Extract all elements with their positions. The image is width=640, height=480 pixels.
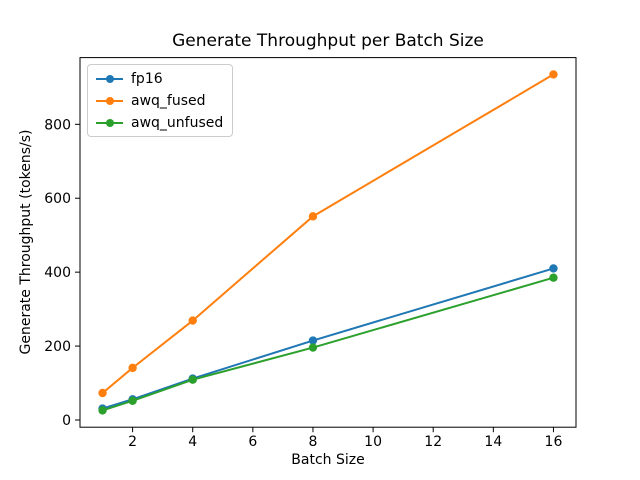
data-point-awq_fused bbox=[308, 212, 318, 221]
legend-item-awq_unfused: awq_unfused bbox=[96, 114, 223, 131]
legend-line-sample bbox=[96, 96, 123, 105]
x-tick-label: 2 bbox=[128, 434, 137, 450]
data-point-awq_fused bbox=[98, 388, 107, 398]
y-tick-label: 200 bbox=[44, 339, 71, 355]
legend-line-sample bbox=[96, 74, 123, 83]
data-point-awq_fused bbox=[128, 363, 137, 373]
x-tick-label: 8 bbox=[309, 434, 318, 450]
data-point-awq_unfused bbox=[128, 396, 137, 405]
data-point-awq_unfused bbox=[188, 375, 197, 384]
legend-label: awq_fused bbox=[131, 92, 206, 109]
data-point-awq_fused bbox=[188, 316, 197, 325]
x-axis-label: Batch Size bbox=[291, 452, 365, 468]
x-tick-label: 6 bbox=[248, 434, 257, 450]
legend-marker-icon bbox=[105, 96, 114, 105]
data-point-fp16 bbox=[308, 336, 318, 345]
y-tick-label: 600 bbox=[44, 191, 71, 207]
legend-label: awq_unfused bbox=[131, 114, 224, 131]
y-tick-label: 400 bbox=[44, 265, 71, 281]
legend-marker-icon bbox=[105, 118, 114, 127]
y-axis-label: Generate Throughput (tokens/s) bbox=[18, 129, 34, 355]
legend-marker-icon bbox=[105, 74, 114, 83]
x-tick-label: 12 bbox=[424, 434, 442, 450]
legend-label: fp16 bbox=[131, 70, 163, 87]
data-point-awq_unfused bbox=[98, 406, 107, 415]
legend-line-sample bbox=[96, 118, 123, 127]
data-point-fp16 bbox=[549, 264, 558, 273]
data-point-awq_unfused bbox=[308, 343, 318, 352]
chart-title: Generate Throughput per Batch Size bbox=[172, 31, 484, 51]
data-point-awq_unfused bbox=[549, 273, 558, 282]
y-tick-label: 0 bbox=[62, 413, 71, 429]
data-point-awq_fused bbox=[549, 70, 558, 79]
x-tick-label: 4 bbox=[188, 434, 197, 450]
x-tick-label: 10 bbox=[364, 434, 382, 450]
legend-item-awq_fused: awq_fused bbox=[96, 92, 223, 109]
legend: fp16 awq_fused awq_unfused bbox=[87, 64, 234, 137]
legend-item-fp16: fp16 bbox=[96, 70, 223, 87]
x-tick-label: 14 bbox=[484, 434, 502, 450]
y-tick-label: 800 bbox=[44, 117, 71, 133]
series-line-awq_unfused bbox=[102, 276, 554, 412]
axes-box bbox=[79, 57, 577, 428]
x-tick-label: 16 bbox=[545, 434, 563, 450]
